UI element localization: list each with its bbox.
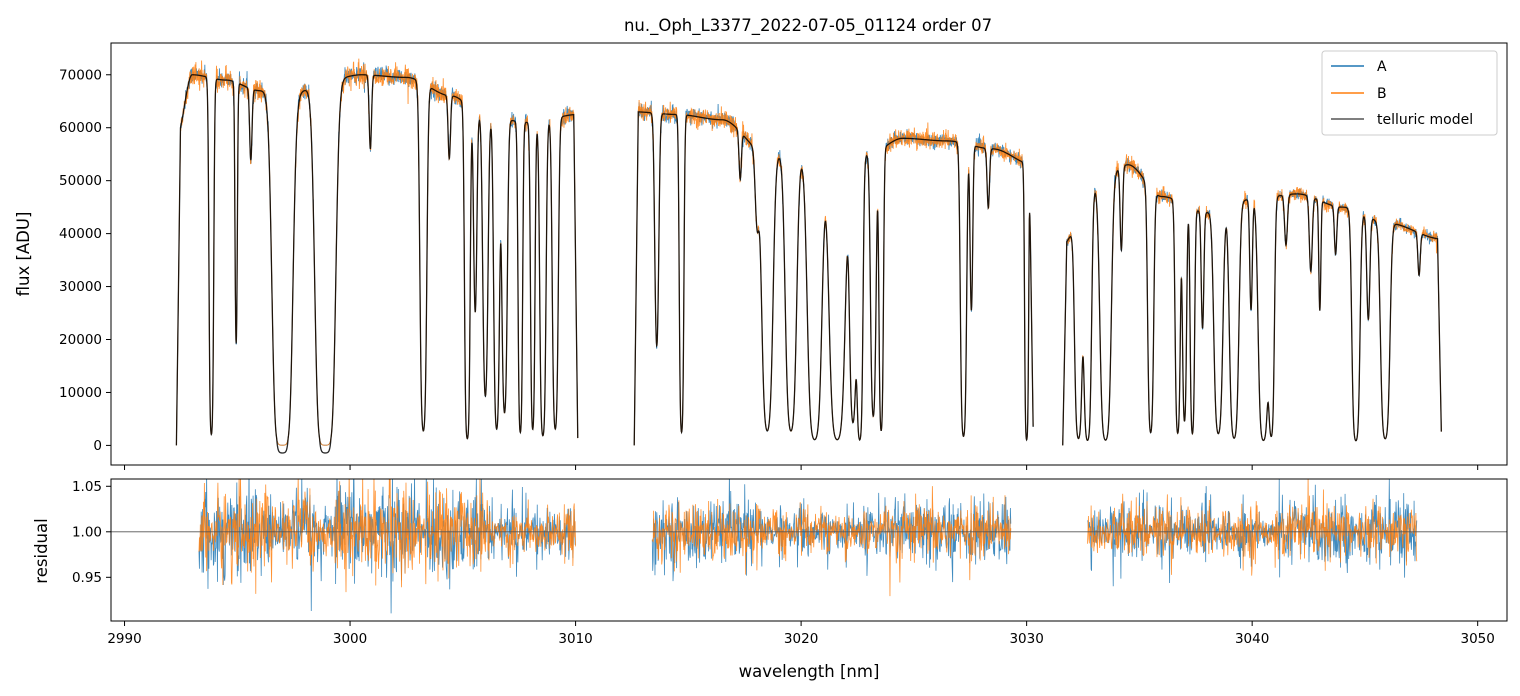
y-tick-label: 40000: [59, 226, 102, 242]
y-tick-label: 30000: [59, 279, 102, 295]
x-tick-label: 3050: [1461, 631, 1495, 647]
residual-y-axis-label: residual: [32, 518, 51, 583]
y-tick-label: 1.00: [72, 524, 102, 540]
residual-y-ticks: 0.95 1.00 1.05: [72, 479, 111, 586]
y-tick-label: 10000: [59, 385, 102, 401]
residual-b-segment-1: [198, 479, 576, 594]
series-telluric-model-segment-2: [633, 111, 1034, 446]
legend-box: [1321, 50, 1498, 136]
y-tick-label: 60000: [59, 120, 102, 136]
chart-title: nu._Oph_L3377_2022-07-05_01124 order 07: [624, 16, 992, 36]
legend-label-a: A: [1377, 59, 1387, 75]
residual-plot-area: [111, 479, 1507, 614]
flux-y-axis-label: flux [ADU]: [14, 212, 33, 297]
y-tick-label: 70000: [59, 67, 102, 83]
flux-y-ticks: 0 10000 20000 30000 40000 50000 60000 70000: [59, 67, 111, 454]
x-tick-label: 3000: [333, 631, 367, 647]
flux-panel: 0 10000 20000 30000 40000 50000 60000 70000 flu…: [14, 42, 1508, 470]
x-tick-label: 2990: [107, 631, 141, 647]
residual-b-segment-2: [651, 486, 1012, 597]
legend: A B telluric model: [1321, 50, 1498, 136]
x-tick-label: 3020: [784, 631, 818, 647]
series-telluric-model-segment-3: [1062, 164, 1442, 446]
flux-plot-area: [175, 58, 1442, 454]
y-tick-label: 20000: [59, 332, 102, 348]
residual-axes-frame: [110, 478, 1508, 622]
y-tick-label: 0: [93, 438, 102, 454]
flux-x-ticks: [124, 465, 1479, 470]
y-tick-label: 1.05: [72, 479, 102, 495]
residual-panel: 0.95 1.00 1.05 2990 3000 3010 3020 3030 3040 305…: [32, 478, 1508, 681]
residual-x-ticks: 2990 3000 3010 3020 3030 3040 3050: [107, 621, 1495, 647]
residual-b-segment-3: [1087, 479, 1418, 576]
legend-label-b: B: [1377, 86, 1387, 102]
y-tick-label: 0.95: [72, 570, 102, 586]
flux-axes-frame: [110, 42, 1508, 466]
x-axis-label: wavelength [nm]: [739, 662, 880, 681]
legend-label-model: telluric model: [1377, 112, 1473, 128]
x-tick-label: 3030: [1009, 631, 1043, 647]
x-tick-label: 3040: [1235, 631, 1269, 647]
x-tick-label: 3010: [558, 631, 592, 647]
y-tick-label: 50000: [59, 173, 102, 189]
series-telluric-model-segment-1: [175, 74, 579, 454]
